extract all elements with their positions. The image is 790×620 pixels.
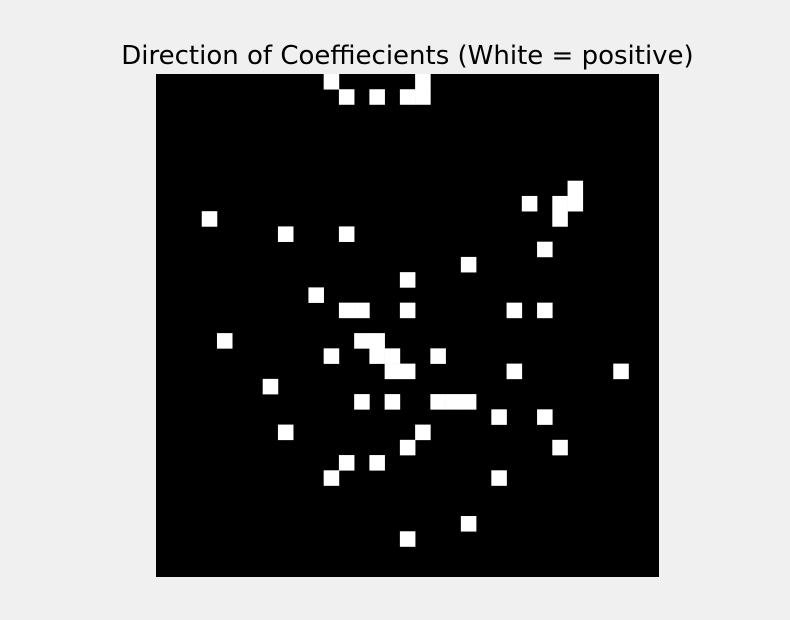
heatmap-cell-positive (399, 531, 416, 547)
heatmap-cell-positive (460, 516, 477, 532)
heatmap-cell-positive (399, 272, 416, 288)
heatmap-cell-positive (399, 439, 416, 456)
heatmap-cell-positive (216, 333, 233, 349)
heatmap-cell-positive (415, 74, 431, 90)
heatmap-cell-positive (323, 74, 340, 90)
heatmap-cell-positive (445, 394, 462, 410)
heatmap-cell-positive (384, 348, 401, 364)
heatmap-cell-positive (537, 409, 553, 425)
heatmap-cell-positive (262, 378, 279, 395)
heatmap-cell-positive (384, 394, 401, 410)
heatmap-cell-positive (354, 333, 370, 349)
heatmap-cell-positive (369, 333, 385, 349)
heatmap-cell-positive (354, 302, 370, 319)
heatmap-cell-positive (369, 348, 385, 364)
heatmap-cell-positive (399, 363, 416, 380)
heatmap-cell-positive (415, 424, 431, 441)
heatmap-cell-positive (369, 89, 385, 105)
heatmap-cell-positive (537, 302, 553, 319)
heatmap-cell-positive (460, 256, 477, 273)
heatmap-cell-positive (338, 302, 355, 319)
chart-title: Direction of Coeffiecients (White = posi… (121, 41, 694, 71)
heatmap-cell-positive (415, 89, 431, 105)
heatmap-cell-positive (430, 394, 446, 410)
heatmap-cell-positive (384, 363, 401, 380)
heatmap-cell-positive (277, 226, 294, 242)
heatmap-cell-positive (399, 302, 416, 319)
heatmap-background (156, 74, 659, 577)
heatmap-cell-positive (338, 89, 355, 105)
heatmap-cell-positive (338, 226, 355, 242)
heatmap-cell-positive (552, 195, 568, 212)
heatmap-cell-positive (491, 409, 507, 425)
heatmap-cell-positive (521, 195, 538, 212)
heatmap-cell-positive (537, 241, 553, 258)
heatmap-cell-positive (552, 211, 568, 227)
heatmap-cell-positive (491, 470, 507, 486)
heatmap-cell-positive (399, 89, 416, 105)
heatmap-cell-positive (369, 455, 385, 471)
heatmap-cell-positive (567, 180, 584, 197)
heatmap-cell-positive (323, 470, 340, 486)
heatmap-cell-positive (308, 287, 324, 303)
heatmap-cell-positive (201, 211, 218, 227)
heatmap-cell-positive (567, 195, 584, 212)
heatmap-cell-positive (430, 348, 446, 364)
heatmap-cell-positive (552, 439, 568, 456)
heatmap-cells (201, 74, 629, 547)
heatmap-cell-positive (323, 348, 340, 364)
heatmap-cell-positive (354, 394, 370, 410)
heatmap-cell-positive (506, 302, 523, 319)
heatmap-cell-positive (613, 363, 629, 380)
heatmap-cell-positive (506, 363, 523, 380)
heatmap-cell-positive (277, 424, 294, 441)
heatmap-cell-positive (460, 394, 477, 410)
heatmap-cell-positive (338, 455, 355, 471)
